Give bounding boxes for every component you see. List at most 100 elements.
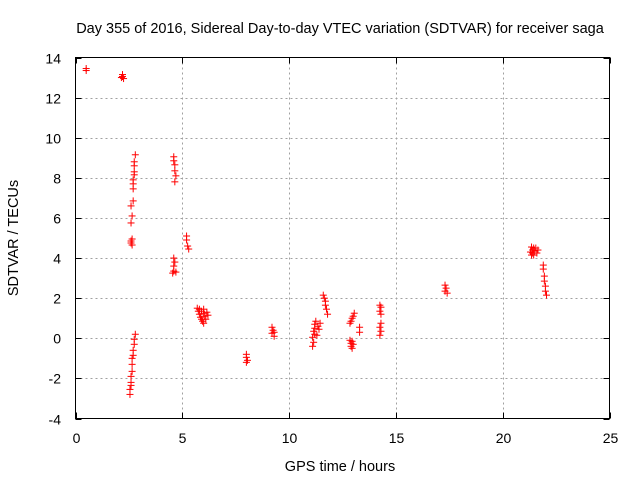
chart-title: Day 355 of 2016, Sidereal Day-to-day VTE… — [76, 21, 605, 37]
data-point — [129, 176, 137, 184]
axis-ticks — [75, 57, 611, 420]
data-point — [377, 319, 385, 327]
data-point — [376, 307, 384, 315]
y-tick-label: -2 — [49, 371, 62, 387]
y-tick-label: 10 — [45, 131, 61, 147]
data-point — [171, 167, 179, 175]
data-point — [131, 330, 139, 338]
y-tick-label: 12 — [45, 91, 61, 107]
data-point — [310, 327, 318, 335]
data-point — [185, 245, 193, 253]
data-point — [170, 157, 178, 165]
data-point — [320, 294, 328, 302]
y-tick-label: 6 — [53, 211, 61, 227]
data-point — [376, 331, 384, 339]
data-point — [172, 172, 180, 180]
data-point — [322, 305, 330, 313]
data-point — [130, 158, 138, 166]
data-point — [82, 67, 90, 75]
data-point — [126, 385, 134, 393]
y-tick-label: 0 — [53, 331, 61, 347]
data-point — [377, 327, 385, 335]
data-point — [539, 265, 547, 273]
data-point — [171, 161, 179, 169]
data-point — [534, 246, 542, 254]
data-point — [348, 337, 356, 345]
data-point — [203, 308, 211, 316]
data-point — [526, 248, 534, 256]
data-point — [170, 262, 178, 270]
data-point — [348, 344, 356, 352]
data-point — [350, 309, 358, 317]
data-point — [441, 281, 449, 289]
y-tick-label: 2 — [53, 291, 61, 307]
data-point — [170, 254, 178, 262]
data-point — [201, 312, 209, 320]
data-point — [315, 325, 323, 333]
data-point — [127, 378, 135, 386]
data-point — [319, 291, 327, 299]
data-points — [82, 65, 550, 398]
data-point — [128, 212, 136, 220]
data-point — [172, 268, 180, 276]
data-point — [200, 319, 208, 327]
data-point — [268, 323, 276, 331]
x-axis-label: GPS time / hours — [285, 459, 395, 475]
data-point — [128, 235, 136, 243]
data-point — [377, 310, 385, 318]
data-point — [356, 328, 364, 336]
data-point — [128, 354, 136, 362]
x-tick-label: 10 — [282, 430, 298, 446]
data-point — [128, 241, 136, 249]
data-point — [310, 338, 318, 346]
grid-lines — [75, 57, 610, 419]
data-point — [377, 303, 385, 311]
data-point — [542, 291, 550, 299]
data-point — [541, 287, 549, 295]
x-tick-labels: 0 5 10 15 20 25 — [73, 430, 619, 446]
data-point — [130, 335, 138, 343]
data-point — [129, 346, 137, 354]
data-point — [204, 311, 212, 319]
data-point — [349, 340, 357, 348]
data-point — [324, 310, 332, 318]
x-tick-label: 5 — [179, 430, 187, 446]
data-point — [202, 315, 210, 323]
data-point — [442, 284, 450, 292]
data-point — [171, 258, 179, 266]
y-tick-label: 14 — [45, 51, 61, 67]
data-point — [127, 219, 135, 227]
y-tick-label: 8 — [53, 171, 61, 187]
data-point — [312, 317, 320, 325]
data-point — [130, 168, 138, 176]
data-point — [131, 151, 139, 159]
data-point — [349, 312, 357, 320]
data-point — [184, 242, 192, 250]
data-point — [270, 332, 278, 340]
data-point — [200, 305, 208, 313]
data-point — [443, 289, 451, 297]
data-point — [316, 319, 324, 327]
x-tick-label: 25 — [603, 430, 619, 446]
data-point — [128, 367, 136, 375]
data-point — [313, 331, 321, 339]
data-point — [127, 202, 135, 210]
data-point — [129, 197, 137, 205]
plot-frame — [75, 57, 610, 419]
data-point — [242, 358, 250, 366]
data-point — [171, 178, 179, 186]
data-point — [533, 249, 541, 257]
x-tick-label: 0 — [73, 430, 81, 446]
data-point — [530, 244, 538, 252]
x-tick-label: 15 — [389, 430, 405, 446]
data-point — [309, 342, 317, 350]
data-point — [376, 323, 384, 331]
x-tick-label: 20 — [496, 430, 512, 446]
data-point — [127, 372, 135, 380]
y-axis-label: SDTVAR / TECUs — [6, 180, 22, 296]
data-point — [540, 277, 548, 285]
data-point — [347, 317, 355, 325]
y-tick-label: -4 — [49, 412, 62, 428]
y-tick-label: 4 — [53, 251, 61, 267]
